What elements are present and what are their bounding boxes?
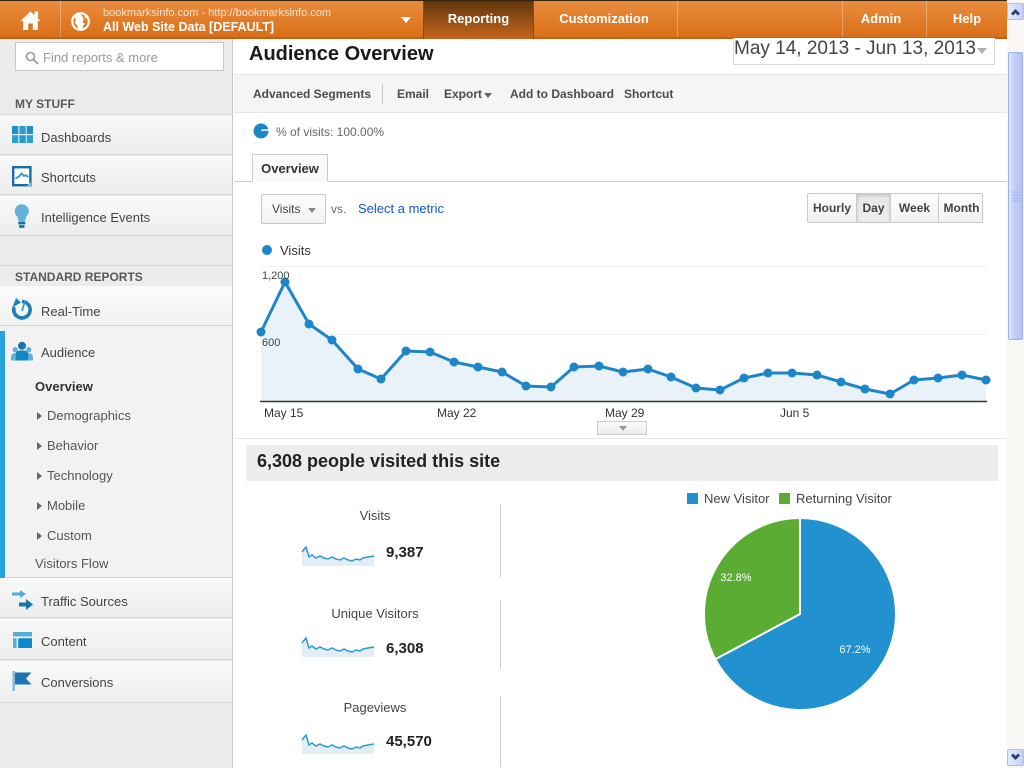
svg-text:67.2%: 67.2%	[839, 644, 870, 656]
svg-text:32.8%: 32.8%	[720, 572, 751, 584]
